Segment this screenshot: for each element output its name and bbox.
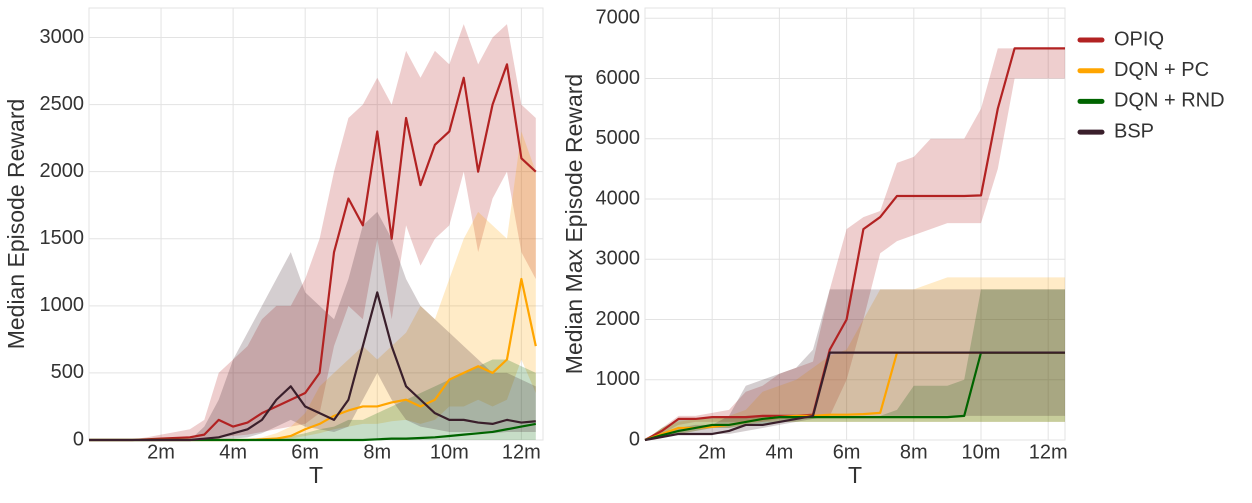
legend-label: BSP xyxy=(1114,120,1154,142)
plot-area xyxy=(644,7,1066,441)
x-tick-label: 8m xyxy=(363,441,391,463)
x-tick-label: 6m xyxy=(291,441,319,463)
series-line xyxy=(89,63,537,442)
x-axis-label: T xyxy=(848,462,862,488)
x-axis-label: T xyxy=(309,462,323,488)
y-axis-label: Median Episode Reward xyxy=(3,99,29,350)
confidence-band xyxy=(645,277,1065,440)
x-tick-label: 2m xyxy=(698,441,726,463)
x-tick-label: 4m xyxy=(219,441,247,463)
y-tick-label: 3000 xyxy=(596,248,641,270)
series-line xyxy=(89,291,536,442)
plot-area xyxy=(88,7,544,441)
y-tick-label: 3000 xyxy=(40,26,85,48)
series-line xyxy=(644,351,1065,442)
y-tick-label: 0 xyxy=(629,428,640,450)
confidence-band xyxy=(89,211,536,440)
x-tick-label: 6m xyxy=(833,441,861,463)
confidence-band xyxy=(645,48,1065,441)
y-tick-label: 1000 xyxy=(40,294,85,316)
y-tick-label: 1500 xyxy=(40,227,85,249)
y-tick-label: 7000 xyxy=(596,7,641,29)
y-tick-label: 0 xyxy=(73,428,84,450)
legend-label: DQN + PC xyxy=(1114,59,1209,81)
y-axis-label: Median Max Episode Reward xyxy=(561,74,587,374)
confidence-band xyxy=(89,24,536,441)
y-tick-label: 2000 xyxy=(596,308,641,330)
y-tick-label: 6000 xyxy=(596,67,641,89)
series-line xyxy=(644,47,1065,441)
y-tick-label: 1000 xyxy=(596,368,641,390)
x-tick-label: 10m xyxy=(962,441,1001,463)
y-tick-label: 5000 xyxy=(596,127,641,149)
y-tick-label: 2000 xyxy=(40,160,85,182)
x-tick-label: 8m xyxy=(900,441,928,463)
x-tick-label: 10m xyxy=(430,441,469,463)
x-tick-label: 4m xyxy=(766,441,794,463)
y-tick-label: 4000 xyxy=(596,187,641,209)
confidence-band xyxy=(645,289,1065,440)
y-tick-label: 500 xyxy=(51,361,84,383)
legend-label: DQN + RND xyxy=(1114,90,1225,112)
confidence-band xyxy=(645,289,1065,440)
confidence-band xyxy=(89,359,536,440)
legend-label: OPIQ xyxy=(1114,28,1164,50)
y-tick-label: 2500 xyxy=(40,93,85,115)
x-tick-label: 2m xyxy=(147,441,175,463)
x-tick-label: 12m xyxy=(1029,441,1068,463)
x-tick-label: 12m xyxy=(502,441,541,463)
confidence-band xyxy=(89,131,536,440)
